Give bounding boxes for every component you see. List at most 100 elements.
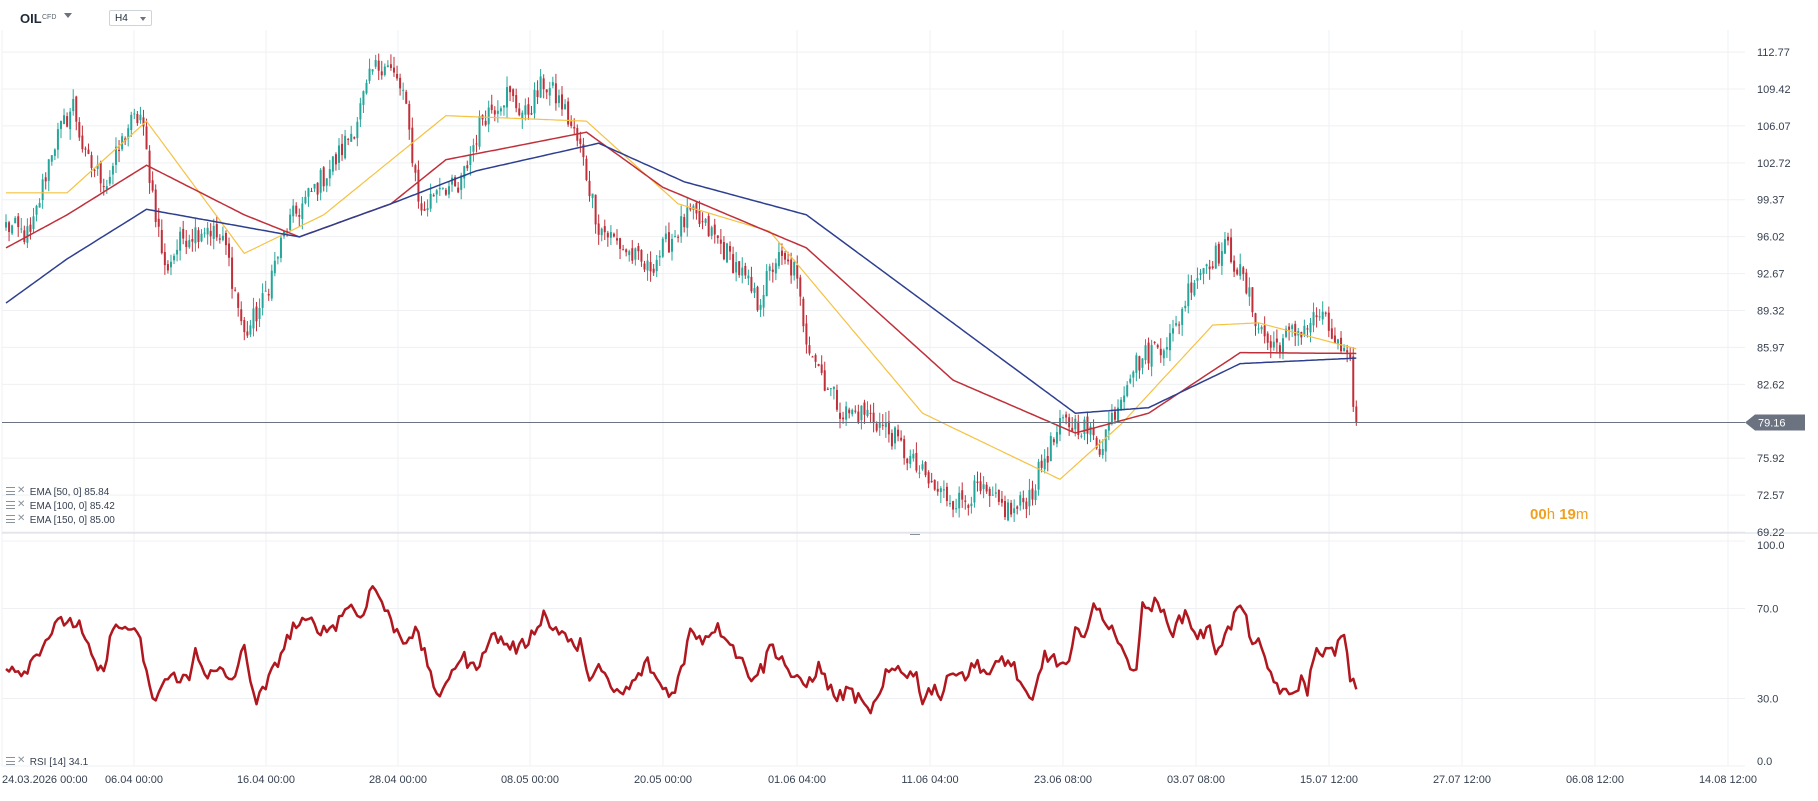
candle [680,205,683,243]
candle-body [270,270,273,299]
candle-body [878,422,881,428]
candle [392,56,395,77]
candle-body [894,427,897,444]
candle [240,301,243,326]
candle [1052,437,1055,446]
candle-body [478,115,481,147]
candle-body [719,239,722,244]
candle-body [469,154,472,165]
candle [11,224,14,236]
candle [179,226,182,261]
candle-body [1333,335,1336,344]
close-icon[interactable]: ✕ [17,755,26,767]
candle [707,213,710,237]
candle [1266,331,1269,351]
candle [469,146,472,176]
candle [72,89,75,116]
candle [619,237,622,260]
candle [20,217,23,234]
candle [1010,499,1013,518]
settings-icon[interactable] [6,757,15,766]
time-tick-label: 08.05 00:00 [501,774,559,786]
candle-body [1178,324,1181,326]
candle [674,230,677,238]
candle [243,316,246,341]
candle-body [1049,435,1052,462]
candle-body [1324,312,1327,314]
candle [322,166,325,192]
candle-body [298,214,301,217]
settings-icon[interactable] [6,515,15,524]
candle [377,53,380,81]
candle-body [1089,426,1092,435]
candle-body [5,222,7,228]
candle [432,193,435,197]
candle-body [780,250,783,256]
candle-body [1168,333,1171,351]
candle-body [139,114,142,121]
candle [118,140,121,163]
candle-body [1254,313,1257,327]
candle-body [279,237,282,258]
candle-body [689,208,692,210]
close-icon[interactable]: ✕ [17,485,26,497]
candle [142,109,145,136]
candle [1193,280,1196,297]
candle [1251,287,1254,318]
candle-body [961,490,964,500]
symbol-name[interactable]: OIL [20,11,42,26]
candle [1227,232,1229,246]
candle [985,482,988,494]
candle-body [1285,328,1288,337]
candle-body [1257,328,1260,330]
candle-body [753,288,756,293]
time-tick-label: 15.07 12:00 [1300,774,1358,786]
candle [933,479,936,491]
time-axis: 24.03.2026 00:00 06.04 00:00 16.04 00:00 28… [2,774,1757,786]
rsi-tick-label: 70.0 [1757,604,1778,616]
ema-line-100 [5,131,1357,434]
candle-body [362,91,365,105]
candle [56,122,59,159]
candle [597,214,600,245]
candle [823,361,826,392]
candle [640,249,643,267]
candle-body [1110,412,1113,424]
timeframe-select[interactable]: H4 [109,10,152,26]
candle-body [234,289,237,291]
candle [863,399,866,424]
symbol-dropdown-icon[interactable] [64,13,72,18]
candle [964,495,967,510]
candle [228,237,231,267]
settings-icon[interactable] [6,487,15,496]
candle [719,229,722,255]
candle [1288,323,1291,341]
candle [710,225,713,240]
candle-body [952,501,955,510]
candle [832,386,835,400]
candle-body [509,86,512,93]
candle-body [835,389,838,410]
candle-body [768,266,771,271]
candle [564,99,567,110]
candle-body [680,216,683,237]
candle [692,203,695,220]
ema-line-150 [5,142,1357,414]
close-icon[interactable]: ✕ [17,499,26,511]
candle-body [383,66,386,75]
candle [1278,342,1281,359]
candle-body [637,246,640,252]
candle [1178,321,1181,335]
settings-icon[interactable] [6,501,15,510]
candle [359,97,362,127]
candle [530,105,533,116]
candle-body [313,183,316,189]
candle-body [994,492,997,494]
candle [1205,263,1208,274]
candle [548,81,551,106]
candle-body [371,69,374,72]
candle-body [66,116,69,127]
close-icon[interactable]: ✕ [17,513,26,525]
